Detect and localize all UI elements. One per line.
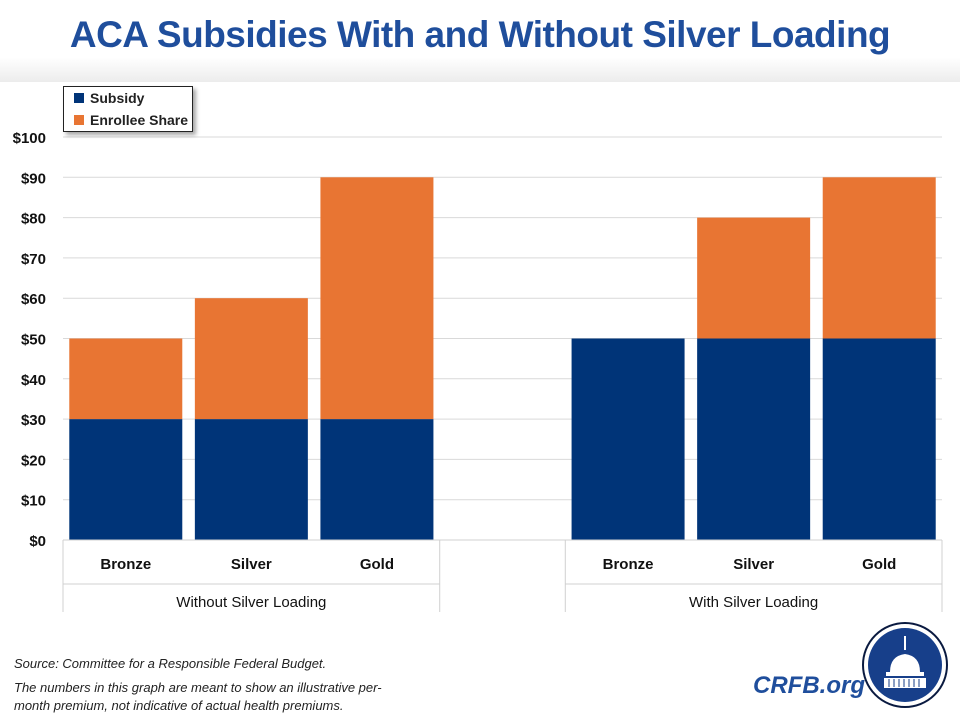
x-group-label: With Silver Loading [689,594,818,611]
source-note: Source: Committee for a Responsible Fede… [14,656,327,671]
chart-title: ACA Subsidies With and Without Silver Lo… [69,14,891,55]
y-tick-label: $70 [21,251,46,268]
bar-subsidy [320,419,434,540]
y-tick-label: $100 [13,130,46,147]
bar-enrollee-share [697,217,811,339]
legend: Subsidy Enrollee Share [63,86,193,132]
bar-enrollee-share [320,177,434,420]
bar-subsidy [822,338,936,540]
bar-enrollee-share [822,177,936,339]
legend-item-enrollee-share: Enrollee Share [74,112,188,128]
title-band [0,0,960,82]
y-tick-label: $60 [21,291,46,308]
x-category-label: Bronze [603,556,654,573]
legend-swatch-enrollee-share [74,115,84,125]
legend-swatch-subsidy [74,93,84,103]
bar-subsidy [697,338,811,540]
x-category-label: Silver [231,556,272,573]
y-tick-label: $50 [21,332,46,349]
bar-enrollee-share [69,338,183,420]
x-group-label: Without Silver Loading [176,594,326,611]
x-category-label: Bronze [100,556,151,573]
crfb-link[interactable]: CRFB.org [753,672,865,699]
bar-enrollee-share [194,298,308,420]
y-tick-label: $80 [21,211,46,228]
x-category-label: Gold [360,556,394,573]
y-tick-label: $20 [21,452,46,469]
y-tick-label: $10 [21,493,46,510]
bar-subsidy [571,338,685,540]
legend-label: Enrollee Share [90,112,189,128]
disclaimer-line-1: The numbers in this graph are meant to s… [14,680,382,695]
y-tick-label: $0 [29,533,46,550]
capitol-dome-logo-icon [862,622,948,708]
x-category-label: Silver [733,556,774,573]
bar-subsidy [194,419,308,540]
chart: $0 $10 $20 $30 $40 $50 $60 $70 $80 $90 $100 Bronze S… [13,130,943,612]
y-tick-label: $90 [21,170,46,187]
x-category-label: Gold [862,556,896,573]
bar-subsidy [69,419,183,540]
legend-label: Subsidy [90,90,145,106]
y-tick-label: $30 [21,412,46,429]
legend-item-subsidy: Subsidy [74,90,144,106]
y-tick-label: $40 [21,372,46,389]
disclaimer-line-2: month premium, not indicative of actual … [14,698,344,713]
